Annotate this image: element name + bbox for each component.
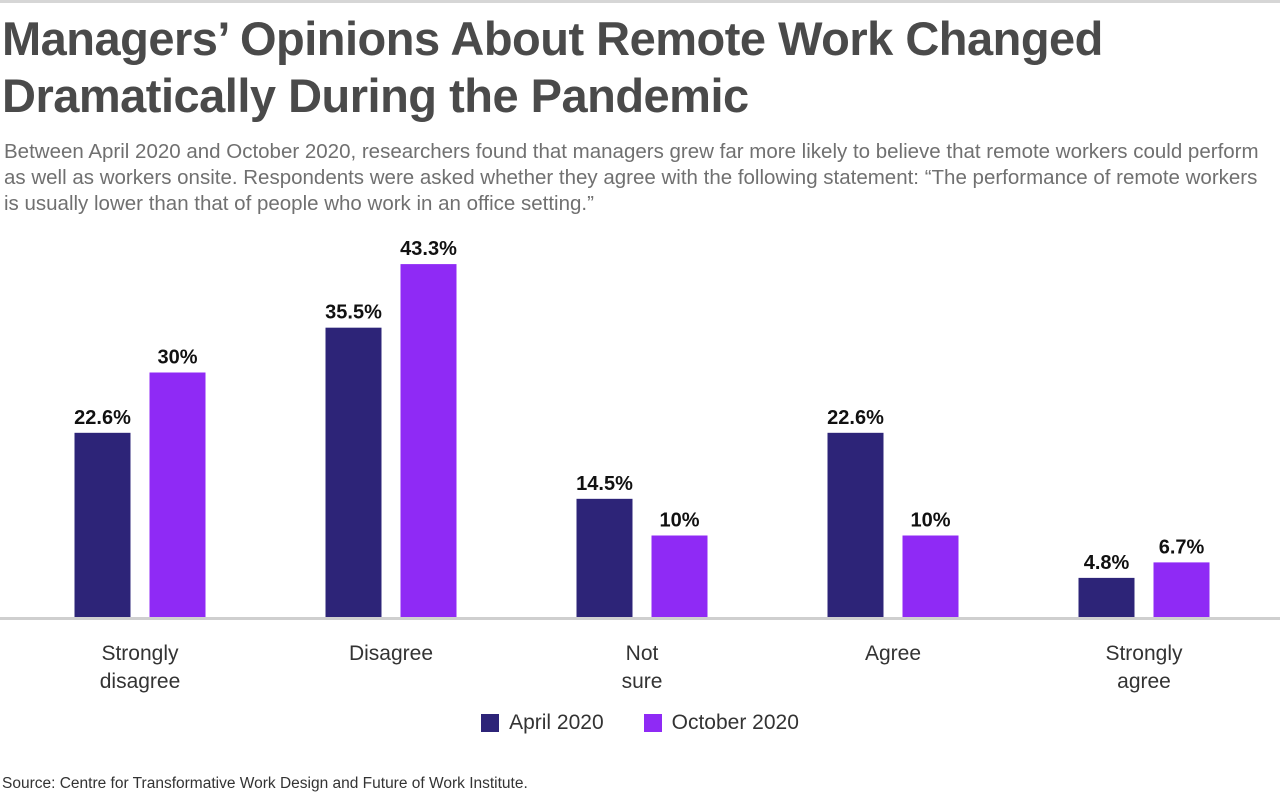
bar-chart: 22.6% 30% Strongly disagree 35.5% 43.3% Disagr… (0, 238, 1280, 693)
data-label-april-1: 35.5% (325, 302, 382, 324)
bar-october-1 (400, 264, 457, 617)
data-label-april-4: 4.8% (1084, 552, 1130, 574)
chart-subtitle: Between April 2020 and October 2020, res… (4, 140, 1259, 215)
legend-swatch-october (643, 714, 662, 732)
category-label-0: Strongly disagree (100, 642, 181, 693)
legend-item-october: October 2020 (643, 711, 799, 735)
data-label-october-4: 6.7% (1159, 536, 1205, 558)
bar-april-0 (74, 432, 131, 617)
legend-label-april: April 2020 (509, 711, 604, 734)
data-label-april-2: 14.5% (576, 473, 633, 495)
bar-april-2 (576, 498, 633, 617)
bar-april-1 (325, 327, 382, 617)
legend-label-october: October 2020 (671, 711, 799, 734)
data-label-october-3: 10% (910, 510, 950, 532)
bar-october-0 (149, 372, 206, 617)
data-label-october-2: 10% (659, 510, 699, 532)
source-note: Source: Centre for Transformative Work D… (2, 775, 528, 792)
bar-october-2 (651, 535, 708, 617)
bar-october-4 (1153, 562, 1210, 617)
category-label-3: Agree (865, 642, 921, 665)
legend-item-april: April 2020 (481, 711, 604, 735)
category-label-1: Disagree (349, 642, 433, 665)
data-label-october-0: 30% (157, 347, 197, 369)
data-label-october-1: 43.3% (400, 238, 457, 260)
x-axis-line (0, 617, 1280, 620)
bar-april-3 (827, 432, 884, 617)
top-rule (0, 0, 1280, 3)
category-label-4: Strongly agree (1105, 642, 1183, 693)
chart-title: Managers’ Opinions About Remote Work Cha… (2, 12, 1103, 122)
data-label-april-0: 22.6% (74, 407, 131, 429)
bar-april-4 (1078, 577, 1135, 617)
data-label-april-3: 22.6% (827, 407, 884, 429)
legend: April 2020 October 2020 (0, 711, 1280, 735)
category-label-2: Not sure (622, 642, 663, 693)
bar-october-3 (902, 535, 959, 617)
legend-swatch-april (481, 714, 500, 732)
